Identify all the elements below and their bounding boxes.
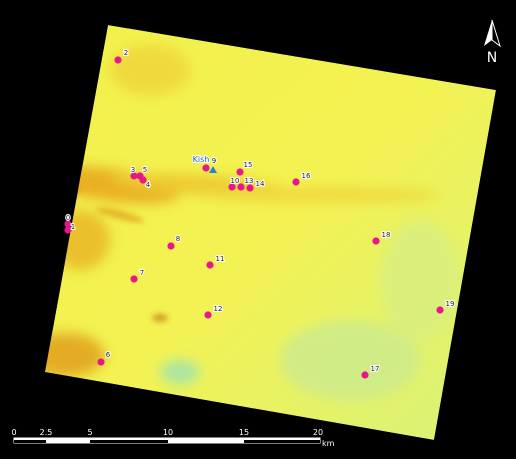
sample-point: [372, 237, 379, 244]
sample-point: [202, 164, 209, 171]
sample-point: [97, 358, 104, 365]
point-label: 7: [140, 269, 144, 277]
north-label: N: [487, 50, 497, 66]
point-label: 11: [216, 255, 225, 263]
point-label: 13: [245, 177, 254, 185]
point-label: 3: [131, 166, 135, 174]
point-label: 18: [382, 231, 391, 239]
point-label: 19: [446, 300, 455, 308]
point-label: 14: [256, 180, 265, 188]
point-label: 16: [302, 172, 311, 180]
scale-label: 10: [163, 428, 173, 437]
point-label: 17: [371, 365, 380, 373]
point-label: 2: [124, 49, 128, 57]
point-label: 1: [71, 223, 75, 231]
sample-point: [206, 261, 213, 268]
sample-point: [292, 178, 299, 185]
sample-point: [236, 168, 243, 175]
sample-point: [130, 275, 137, 282]
point-label: 12: [214, 305, 223, 313]
point-label: 4: [146, 181, 151, 189]
place-label: Kish: [193, 155, 210, 164]
scale-label: 0: [11, 428, 16, 437]
sample-point: [246, 184, 253, 191]
sample-point: [114, 56, 121, 63]
scale-label: 5: [87, 428, 92, 437]
scale-label: 15: [239, 428, 249, 437]
sample-point: [436, 306, 443, 313]
sample-point: [237, 183, 244, 190]
map: N 02.55101520km 235401915101314168181171…: [0, 0, 516, 459]
sample-point: [204, 311, 211, 318]
point-label: 5: [143, 166, 147, 174]
point-label: 0: [66, 214, 70, 222]
sample-point: [167, 242, 174, 249]
point-label: 15: [244, 161, 253, 169]
scale-unit: km: [322, 439, 335, 448]
point-label: 10: [231, 177, 240, 185]
point-label: 8: [176, 235, 180, 243]
scale-label: 20: [313, 428, 323, 437]
point-label: 6: [106, 351, 111, 359]
scale-label: 2.5: [40, 428, 53, 437]
sample-point: [361, 371, 368, 378]
point-label: 9: [212, 157, 216, 165]
